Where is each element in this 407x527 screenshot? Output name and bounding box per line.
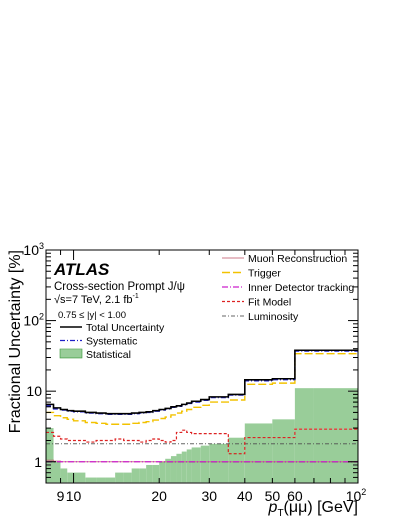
y-tick-label-exp: 3	[39, 241, 44, 251]
statistical-bar	[228, 437, 245, 483]
legend-swatch-statistical	[59, 348, 83, 359]
x-tick-label: 40	[237, 488, 253, 504]
x-tick-label: 30	[201, 488, 217, 504]
annotation-energy: √s=7 TeV, 2.1 fb-1	[54, 293, 139, 306]
statistical-bar	[186, 449, 192, 483]
series-line-total-uncertainty	[46, 349, 358, 415]
x-axis-label: pT(μμ) [GeV]	[268, 499, 358, 519]
data-layer	[46, 349, 358, 483]
statistical-bar	[146, 464, 153, 483]
annotation-rapidity: 0.75 ≤ |y| < 1.00	[58, 310, 126, 321]
statistical-bar	[53, 461, 61, 483]
statistical-bar	[165, 458, 171, 483]
x-tick-label: 9	[57, 488, 65, 504]
statistical-bar	[139, 468, 147, 483]
statistical-bar	[294, 388, 314, 483]
statistical-bar	[115, 472, 124, 483]
statistical-bar	[200, 445, 210, 483]
y-tick-label: 102	[23, 312, 44, 329]
statistical-bar	[85, 477, 97, 483]
statistical-bar	[181, 451, 187, 483]
statistical-bar	[105, 477, 116, 483]
legend-label-trigger: Trigger	[248, 268, 281, 280]
legend-label-luminosity: Luminosity	[248, 311, 299, 323]
atlas-label: ATLAS	[53, 260, 110, 279]
statistical-bar	[60, 468, 68, 483]
x-tick-label: 102	[346, 487, 367, 504]
legend-label-fit-model: Fit Model	[248, 297, 291, 309]
x-tick-label-exp: 2	[361, 487, 366, 497]
legend-label-muon-reconstruction: Muon Reconstruction	[248, 253, 347, 265]
y-tick-label-base: 10	[23, 313, 39, 329]
statistical-bar	[159, 461, 166, 483]
statistical-bar	[73, 472, 86, 483]
y-tick-label: 10	[26, 383, 42, 399]
x-tick-label-base: 10	[346, 488, 362, 504]
legend-label-inner-detector-tracking: Inner Detector tracking	[248, 282, 354, 294]
annotation-energy-exp: -1	[133, 293, 139, 300]
statistical-bar	[67, 472, 74, 483]
y-tick-label-base: 10	[23, 242, 39, 258]
statistical-bar	[209, 443, 229, 483]
x-axis-label-sub: T	[277, 508, 283, 519]
statistical-bar	[244, 423, 273, 483]
annotation-process: Cross-section Prompt J/ψ	[54, 281, 185, 293]
legend-label-systematic: Systematic	[86, 336, 137, 348]
x-tick-label: 10	[66, 488, 82, 504]
series-line-muon-reconstruction	[46, 459, 358, 463]
series-line-fit-model	[46, 428, 358, 455]
y-tick-label-exp: 2	[39, 312, 44, 322]
statistical-bar	[170, 456, 177, 483]
statistical-bar	[123, 472, 132, 483]
plot-frame	[45, 249, 359, 484]
statistical-bar	[272, 419, 295, 483]
series-line-trigger	[46, 352, 358, 425]
x-tick-label: 50	[265, 488, 281, 504]
y-axis-label: Fractional Uncertainty [%]	[7, 250, 24, 433]
x-axis-label-rest: (μμ) [GeV]	[284, 499, 358, 516]
y-tick-label: 1	[34, 454, 42, 470]
y-tick-label: 103	[23, 241, 44, 258]
x-tick-label: 20	[151, 488, 167, 504]
statistical-bar	[131, 468, 140, 483]
x-axis-label-main: p	[268, 499, 278, 516]
annotation-energy-text: √s=7 TeV, 2.1 fb	[54, 294, 133, 306]
axis-ticks	[46, 249, 358, 484]
statistical-bar	[96, 477, 106, 483]
statistical-bar	[176, 453, 182, 483]
statistical-bar	[191, 447, 201, 483]
statistical-bar	[152, 464, 160, 483]
statistical-bar	[313, 388, 358, 483]
legend-label-total-uncertainty: Total Uncertainty	[86, 322, 165, 334]
statistical-bar	[46, 428, 54, 483]
x-tick-label: 60	[287, 488, 303, 504]
legend-label-statistical: Statistical	[86, 349, 131, 361]
